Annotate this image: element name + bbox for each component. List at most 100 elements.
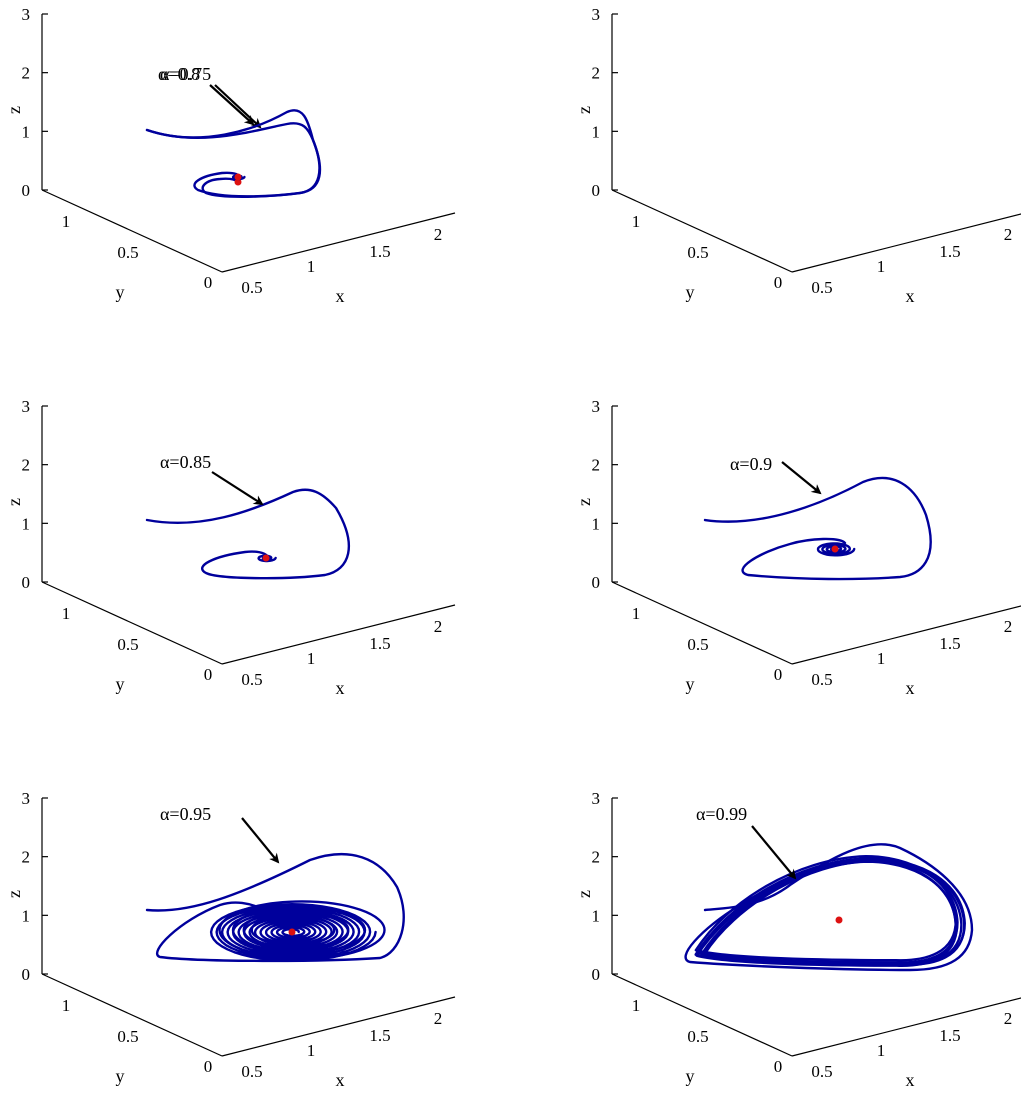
annotation-arrow (211, 471, 264, 506)
x-axis-label: x (336, 1070, 345, 1090)
trajectory-loop (231, 905, 367, 955)
z-tick-label: 3 (22, 789, 31, 808)
trajectory-group: α=0.99 (684, 804, 974, 972)
limit-cycle-loop (695, 860, 958, 967)
panel-6: 0 1 2 3 0 0.5 1 0.5 1 1.5 2 z x y α=0.99 (574, 789, 1021, 1090)
x-axis-line (221, 212, 456, 273)
z-axis-label: z (4, 498, 24, 506)
y-axis-label: y (686, 282, 695, 302)
x-tick-label: 0.5 (811, 670, 832, 689)
trajectory-group: α=0.9 (703, 454, 932, 581)
z-tick-label: 3 (22, 5, 31, 24)
z-tick-label: 1 (22, 906, 31, 925)
y-axis-label: y (686, 1066, 695, 1086)
z-tick-label: 2 (592, 64, 601, 83)
z-tick-label: 3 (22, 397, 31, 416)
x-tick-label: 1 (877, 649, 886, 668)
annotation-arrow (214, 84, 262, 129)
x-tick-label: 0.5 (811, 278, 832, 297)
x-axis-line (221, 604, 456, 665)
y-axis-label: y (116, 674, 125, 694)
z-axis-label: z (574, 498, 594, 506)
x-tick-label: 1 (307, 1041, 316, 1060)
y-tick-label: 0 (774, 1057, 783, 1076)
x-tick-label: 0.5 (241, 278, 262, 297)
y-tick-label: 0.5 (117, 635, 138, 654)
y-tick-label: 0.5 (687, 1027, 708, 1046)
trajectory-curve (145, 488, 351, 580)
alpha-annotation: α=0.85 (160, 452, 211, 472)
trajectory-loop (242, 910, 350, 950)
y-axis-line (41, 973, 223, 1057)
x-axis-label: x (336, 678, 345, 698)
z-tick-label: 1 (592, 906, 601, 925)
trajectory-group: α=0.95 (145, 804, 405, 963)
z-tick-label: 1 (592, 122, 601, 141)
trajectory-curve (703, 476, 932, 581)
z-axis-label: z (4, 106, 24, 114)
z-tick-label: 0 (592, 181, 601, 200)
y-axis-line (611, 189, 793, 273)
panel-3: 0 1 2 3 0 0.5 1 0.5 1 1.5 2 z x y α=0.85 (4, 397, 456, 698)
alpha-annotation: α=0.75 (160, 64, 211, 84)
z-tick-label: 0 (22, 181, 31, 200)
y-axis-line (611, 581, 793, 665)
equilibrium-point (234, 173, 242, 181)
limit-cycle-loop (703, 858, 966, 965)
x-tick-label: 2 (1004, 1009, 1013, 1028)
x-axis-label: x (906, 678, 915, 698)
alpha-annotation: α=0.8 (158, 64, 200, 84)
equilibrium-point (835, 916, 843, 924)
alpha-annotation: α=0.99 (696, 804, 747, 824)
y-axis-label: y (686, 674, 695, 694)
y-tick-label: 0 (204, 273, 213, 292)
y-axis-label: y (116, 282, 125, 302)
x-tick-label: 1.5 (369, 242, 390, 261)
annotation-arrow (209, 84, 255, 126)
x-tick-label: 2 (434, 617, 443, 636)
x-axis-line (221, 996, 456, 1057)
x-tick-label: 1.5 (939, 1026, 960, 1045)
x-axis-label: x (906, 286, 915, 306)
z-tick-label: 1 (22, 514, 31, 533)
x-tick-label: 2 (1004, 617, 1013, 636)
y-tick-label: 1 (632, 604, 641, 623)
y-tick-label: 1 (62, 604, 71, 623)
y-tick-label: 0 (774, 273, 783, 292)
x-tick-label: 1 (307, 257, 316, 276)
panel-2: 0 1 2 3 0 0.5 1 0.5 1 1.5 2 z x y α=0.8 (145, 5, 1021, 306)
x-axis-line (791, 605, 1021, 665)
y-tick-label: 0 (204, 665, 213, 684)
y-tick-label: 0 (204, 1057, 213, 1076)
limit-cycle-loop (694, 859, 957, 966)
x-tick-label: 1 (307, 649, 316, 668)
trajectory-loop (250, 914, 336, 946)
panel-5: 0 1 2 3 0 0.5 1 0.5 1 1.5 2 z x y α=0.95 (4, 789, 456, 1090)
x-tick-label: 1 (877, 1041, 886, 1060)
y-tick-label: 0.5 (117, 243, 138, 262)
z-tick-label: 3 (592, 789, 601, 808)
x-tick-label: 2 (1004, 225, 1013, 244)
trajectory-loop (218, 900, 386, 960)
equilibrium-point (234, 178, 242, 186)
x-axis-label: x (336, 286, 345, 306)
z-tick-label: 0 (592, 573, 601, 592)
x-axis-line (791, 997, 1021, 1057)
panel-4: 0 1 2 3 0 0.5 1 0.5 1 1.5 2 z x y α=0.9 (574, 397, 1021, 698)
x-tick-label: 2 (434, 1009, 443, 1028)
equilibrium-point (831, 545, 839, 553)
y-tick-label: 1 (632, 212, 641, 231)
z-tick-label: 0 (22, 573, 31, 592)
annotation-arrow (241, 817, 280, 864)
y-axis-label: y (116, 1066, 125, 1086)
y-tick-label: 0.5 (117, 1027, 138, 1046)
x-tick-label: 1 (877, 257, 886, 276)
panel-1: 0 1 2 3 0 0.5 1 0.5 1 1.5 2 z x y α=0.75 (4, 5, 456, 306)
z-tick-label: 3 (592, 397, 601, 416)
alpha-annotation: α=0.95 (160, 804, 211, 824)
z-tick-label: 0 (592, 965, 601, 984)
alpha-annotation: α=0.9 (730, 454, 772, 474)
y-tick-label: 1 (62, 212, 71, 231)
